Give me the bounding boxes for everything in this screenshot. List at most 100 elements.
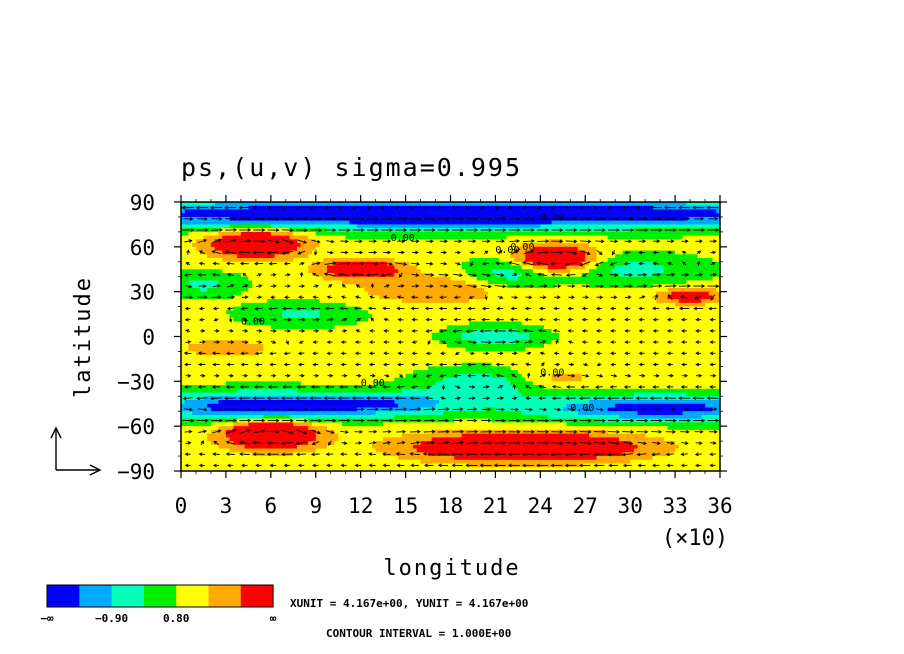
wind-vector [324,418,337,423]
wind-vector [254,351,263,356]
wind-vector [594,261,604,266]
wind-vector [568,362,575,367]
wind-vector [352,418,365,423]
wind-vector [695,463,702,468]
wind-vector [525,362,531,367]
wind-vector [381,228,394,232]
contour-label: 0.00 [361,378,385,389]
wind-vector [241,340,249,345]
wind-vector [610,306,617,311]
wind-vector [437,429,450,434]
wind-vector [411,362,419,367]
wind-vector [665,216,677,221]
wind-vector [397,284,405,288]
wind-vector [225,228,238,232]
wind-vector [667,239,675,244]
wind-vector [184,284,193,289]
wind-vector [623,385,631,389]
wind-vector [709,441,717,445]
wind-vector [281,418,294,423]
wind-vector [368,250,378,255]
wind-vector [623,273,633,277]
wind-vector [197,351,206,356]
wind-vector [297,250,306,255]
wind-vector [340,351,347,356]
wind-vector [283,351,291,356]
wind-vector [212,362,220,367]
contour-label: 0.00 [495,245,519,256]
wind-vector [693,418,706,423]
wind-vector [184,306,191,311]
wind-vector [270,373,277,378]
wind-vector [354,362,361,367]
wind-vector [666,351,673,356]
wind-vector [467,306,476,311]
wind-vector [399,373,403,379]
wind-vector [211,250,221,255]
wind-vector [327,373,334,378]
wind-vector [210,418,223,423]
wind-vector [284,295,290,300]
wind-vector [523,284,535,288]
wind-vector [338,228,351,232]
wind-vector [653,373,660,378]
wind-vector [212,284,221,288]
wind-vector [550,261,563,266]
y-tick-label: −90 [117,460,155,484]
wind-vector [225,452,235,456]
wind-vector [280,441,293,446]
x-tick-label: 6 [264,494,277,518]
wind-vector [411,284,420,288]
wind-vector [479,329,492,333]
wind-vector [437,217,450,221]
wind-vector [468,239,477,244]
wind-vector [326,463,333,468]
wind-vector [455,385,461,389]
wind-vector [582,295,590,300]
wind-vector [652,351,659,356]
wind-vector [508,284,521,289]
x-axis-label: longitude [383,556,520,581]
wind-vector [296,239,308,244]
wind-vector [694,385,702,389]
wind-vector [296,228,309,233]
wind-vector [706,205,719,210]
wind-vector [694,430,704,434]
wind-vector [551,396,562,401]
wind-vector [211,407,223,412]
wind-vector [595,329,602,333]
wind-vector [710,250,717,255]
x-tick-label: 3 [220,494,233,518]
contour-label: 0.00 [540,212,564,223]
wind-vector [481,418,492,423]
wind-vector [581,317,588,322]
wind-vector [609,262,617,266]
wind-vector [424,306,433,311]
wind-vector [196,228,209,232]
wind-vector [609,239,619,244]
wind-vector [225,418,238,423]
wind-vector [384,373,390,378]
wind-vector [608,441,620,446]
wind-vectors: 0.000.000.000.000.000.000.000.00 [181,205,720,468]
wind-vector [709,317,716,322]
wind-vector [425,351,432,356]
wind-vector [638,340,645,344]
wind-vector [481,373,490,378]
wind-vector [212,429,222,434]
wind-vector [297,362,305,367]
wind-vector [652,239,661,244]
wind-vector [367,385,377,389]
wind-vector [610,362,616,367]
wind-vector [495,261,505,266]
wind-vector [310,418,323,423]
wind-vector [184,362,192,367]
wind-vector [550,205,563,210]
wind-vector [324,407,337,412]
wind-vector [522,205,534,210]
colorbar-label: ∞ [270,612,277,625]
wind-vector [366,205,378,210]
wind-vector [638,250,645,255]
wind-vector [510,362,518,367]
wind-vector [593,430,606,434]
